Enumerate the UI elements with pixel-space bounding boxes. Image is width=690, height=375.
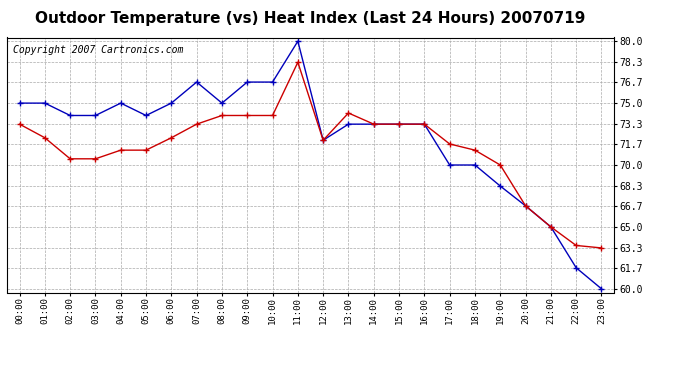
Text: Outdoor Temperature (vs) Heat Index (Last 24 Hours) 20070719: Outdoor Temperature (vs) Heat Index (Las… bbox=[35, 11, 586, 26]
Text: Copyright 2007 Cartronics.com: Copyright 2007 Cartronics.com bbox=[13, 45, 184, 55]
